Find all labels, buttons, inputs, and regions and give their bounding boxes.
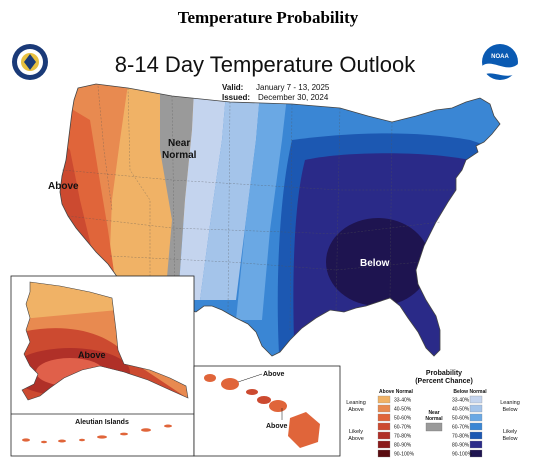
label-above-hawaii-1: Above <box>263 371 285 378</box>
page-title: Temperature Probability <box>177 8 359 27</box>
us-outlook-shading <box>60 84 500 356</box>
legend-above-range-label: 50-60% <box>394 416 412 422</box>
us-outline <box>59 83 501 357</box>
hawaii-pointer-1 <box>237 373 263 383</box>
alaska-outline <box>21 281 189 401</box>
legend-above-range-label: 40-50% <box>394 407 412 413</box>
legend-title-2: (Percent Chance) <box>415 378 473 385</box>
aleutian-islands <box>22 424 172 444</box>
legend-below-swatch <box>469 440 483 449</box>
label-above-west: Above <box>48 181 79 192</box>
legend-below-range-label: 40-50% <box>452 407 470 413</box>
legend-near-1: Near <box>428 410 439 416</box>
noaa-logo-icon: NOAA <box>482 44 518 80</box>
hawaii-inset-frame <box>193 365 341 457</box>
legend-above-range-label: 90-100% <box>394 452 415 458</box>
legend-title-1: Probability <box>426 370 462 377</box>
legend-below-swatch <box>469 422 483 431</box>
legend-leaning-above-1: Leaning <box>346 400 366 406</box>
legend-below-header: Below Normal <box>453 389 487 395</box>
legend-below-range-label: 70-80% <box>452 434 470 440</box>
legend-above-swatch <box>377 404 391 413</box>
state-borders <box>61 85 456 331</box>
issued-date: December 30, 2024 <box>258 93 329 102</box>
legend-leaning-below-1: Leaning <box>500 400 520 406</box>
legend-likely-below-2: Below <box>503 436 518 442</box>
legend-above-swatch <box>377 431 391 440</box>
label-aleutian: Aleutian Islands <box>75 419 129 426</box>
legend-below-scale: 33-40% 40-50% 50-60% 60-70% 70-80% 80-90% 90-1… <box>452 395 483 458</box>
legend-above-scale: 33-40% 40-50% 50-60% 60-70% 70-80% 80-90% 90-1… <box>377 395 415 458</box>
hawaii-islands <box>204 374 320 448</box>
noaa-logo-text: NOAA <box>491 54 509 60</box>
label-near-normal-1: Near <box>168 138 190 149</box>
legend-above-range-label: 70-80% <box>394 434 412 440</box>
label-below-east: Below <box>360 258 390 269</box>
legend-below-range-label: 90-100% <box>452 452 473 458</box>
legend-near-2: Normal <box>425 416 443 422</box>
probability-legend: Probability (Percent Chance) Above Norma… <box>346 370 520 458</box>
legend-below-swatch <box>469 395 483 404</box>
legend-above-header: Above Normal <box>379 389 414 395</box>
issued-label: Issued: <box>222 93 250 102</box>
legend-below-range-label: 60-70% <box>452 425 470 431</box>
legend-below-range-label: 33-40% <box>452 398 470 404</box>
valid-label: Valid: <box>222 83 243 92</box>
doc-seal-icon <box>12 44 48 80</box>
legend-above-swatch <box>377 395 391 404</box>
legend-above-range-label: 60-70% <box>394 425 412 431</box>
legend-below-swatch <box>469 413 483 422</box>
legend-above-swatch <box>377 440 391 449</box>
valid-dates: January 7 - 13, 2025 <box>256 83 330 92</box>
legend-likely-above-2: Above <box>348 436 364 442</box>
legend-near-swatch <box>425 422 443 432</box>
legend-below-swatch <box>469 431 483 440</box>
legend-above-swatch <box>377 422 391 431</box>
legend-leaning-above-2: Above <box>348 407 364 413</box>
legend-below-range-label: 50-60% <box>452 416 470 422</box>
label-near-normal-2: Normal <box>162 150 197 161</box>
legend-likely-below-1: Likely <box>503 429 517 435</box>
legend-below-swatch <box>469 449 483 458</box>
legend-above-range-label: 80-90% <box>394 443 412 449</box>
legend-likely-above-1: Likely <box>349 429 363 435</box>
legend-below-range-label: 80-90% <box>452 443 470 449</box>
legend-above-range-label: 33-40% <box>394 398 412 404</box>
map-title: 8-14 Day Temperature Outlook <box>115 52 416 77</box>
label-above-hawaii-2: Above <box>266 423 288 430</box>
legend-leaning-below-2: Below <box>503 407 518 413</box>
legend-above-swatch <box>377 413 391 422</box>
legend-below-swatch <box>469 404 483 413</box>
legend-above-swatch <box>377 449 391 458</box>
label-above-alaska: Above <box>78 350 106 360</box>
